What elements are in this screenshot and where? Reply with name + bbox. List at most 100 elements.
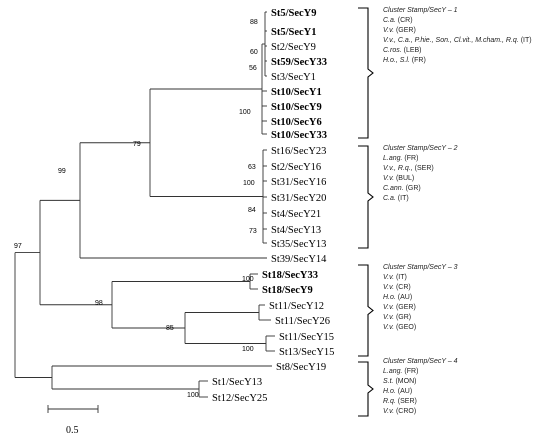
- host-country: (MON): [394, 378, 417, 385]
- host-species: V.v.: [383, 304, 394, 311]
- host-country: (GER): [394, 304, 416, 311]
- cluster-bracket: [358, 145, 374, 249]
- scale-bar-label: 0.5: [66, 425, 79, 436]
- host-country: (AU): [396, 294, 412, 301]
- cluster-host-line: C.a. (CR): [383, 17, 413, 24]
- tip-label: St3/SecY1: [271, 72, 316, 83]
- bootstrap-value: 100: [239, 109, 251, 116]
- cluster-title: Cluster Stamp/SecY – 1: [383, 7, 458, 14]
- host-country: (CRO): [394, 408, 416, 415]
- host-country: (CR): [396, 17, 413, 24]
- bootstrap-value: 60: [250, 49, 258, 56]
- host-country: (FR): [410, 57, 426, 64]
- host-species: V.v.: [383, 175, 394, 182]
- cluster-host-line: C.ros. (LEB): [383, 47, 422, 54]
- cluster-host-line: C.ann. (GR): [383, 185, 421, 192]
- host-species: C.a.: [383, 17, 396, 24]
- tip-label: St4/SecY21: [271, 209, 321, 220]
- host-species: L.ang.: [383, 155, 403, 162]
- host-country: (IT): [396, 195, 409, 202]
- cluster-host-line: V.v. (GR): [383, 314, 411, 321]
- tip-label: St18/SecY33: [262, 270, 318, 281]
- host-species: V.v., C.a., P.hie., Son., Cl.vit., M.cha…: [383, 37, 519, 44]
- cluster-host-line: V.v. (GEO): [383, 324, 416, 331]
- host-country: (AU): [396, 388, 412, 395]
- tip-label: St11/SecY26: [275, 316, 330, 327]
- tip-label: St35/SecY13: [271, 239, 326, 250]
- cluster-host-line: V.v., R.q., (SER): [383, 165, 434, 172]
- scale-bar: 0.5: [47, 405, 99, 436]
- host-species: R.q.: [383, 398, 396, 405]
- tip-label: St10/SecY6: [271, 117, 322, 128]
- host-country: (LEB): [402, 47, 422, 54]
- bootstrap-value: 88: [250, 19, 258, 26]
- tip-label: St8/SecY19: [276, 362, 326, 373]
- tip-label: St12/SecY25: [212, 393, 267, 404]
- tip-label: St39/SecY14: [271, 254, 327, 265]
- bootstrap-value: 100: [243, 180, 255, 187]
- cluster-host-line: L.ang. (FR): [383, 155, 418, 162]
- cluster-brackets: [358, 7, 374, 417]
- host-species: C.a.: [383, 195, 396, 202]
- tip-label: St16/SecY23: [271, 146, 326, 157]
- host-species: H.o.: [383, 294, 396, 301]
- host-country: (GR): [394, 314, 411, 321]
- tip-labels: St5/SecY9 St5/SecY1 St2/SecY9 St59/SecY33 St…: [212, 8, 334, 404]
- cluster-host-line: V.v. (BUL): [383, 175, 414, 182]
- cluster-host-line: V.v., C.a., P.hie., Son., Cl.vit., M.cha…: [383, 37, 532, 44]
- tip-label: St59/SecY33: [271, 57, 327, 68]
- host-country: (IT): [519, 37, 532, 44]
- cluster-host-line: V.v. (CRO): [383, 408, 416, 415]
- host-country: (GR): [404, 185, 421, 192]
- tip-label: St2/SecY9: [271, 42, 316, 53]
- cluster-host-line: H.o., S.l. (FR): [383, 57, 426, 64]
- cluster-host-line: V.v. (GER): [383, 304, 416, 311]
- tip-label: St4/SecY13: [271, 225, 321, 236]
- cluster-host-line: S.t. (MON): [383, 378, 416, 385]
- bootstrap-values: 88 60 56 100 79 63 100 84 73 99 100 85 100 98 97 100: [14, 19, 258, 399]
- cluster-title: Cluster Stamp/SecY – 4: [383, 358, 458, 365]
- host-species: V.v., R.q.,: [383, 165, 413, 172]
- host-species: V.v.: [383, 274, 394, 281]
- host-species: V.v.: [383, 284, 394, 291]
- host-country: (BUL): [394, 175, 414, 182]
- tip-label: St2/SecY16: [271, 162, 321, 173]
- cluster-host-line: V.v. (GER): [383, 27, 416, 34]
- tree-branches: [14, 11, 275, 398]
- tip-label: St10/SecY1: [271, 87, 322, 98]
- host-species: H.o.: [383, 388, 396, 395]
- tip-label: St1/SecY13: [212, 377, 262, 388]
- host-country: (FR): [402, 368, 418, 375]
- cluster-host-line: V.v. (IT): [383, 274, 407, 281]
- cluster-host-line: L.ang. (FR): [383, 368, 418, 375]
- host-species: L.ang.: [383, 368, 403, 375]
- host-country: (FR): [402, 155, 418, 162]
- host-country: (SER): [396, 398, 417, 405]
- cluster-bracket: [358, 361, 374, 417]
- tip-label: St5/SecY9: [271, 8, 317, 19]
- cluster-host-line: H.o. (AU): [383, 388, 412, 395]
- host-country: (CR): [394, 284, 411, 291]
- host-species: V.v.: [383, 27, 394, 34]
- bootstrap-value: 84: [248, 207, 256, 214]
- bootstrap-value: 100: [242, 346, 254, 353]
- host-country: (IT): [394, 274, 407, 281]
- bootstrap-value: 98: [95, 300, 103, 307]
- bootstrap-value: 99: [58, 168, 66, 175]
- cluster-bracket: [358, 264, 374, 357]
- tip-label: St13/SecY15: [279, 347, 334, 358]
- bootstrap-value: 97: [14, 243, 22, 250]
- bootstrap-value: 73: [249, 228, 257, 235]
- cluster-annotations: Cluster Stamp/SecY – 1C.a. (CR)V.v. (GER…: [383, 7, 532, 415]
- tip-label: St10/SecY9: [271, 102, 322, 113]
- cluster-host-line: H.o. (AU): [383, 294, 412, 301]
- cluster-title: Cluster Stamp/SecY – 2: [383, 145, 458, 152]
- cluster-host-line: C.a. (IT): [383, 195, 409, 202]
- host-country: (GER): [394, 27, 416, 34]
- host-species: H.o., S.l.: [383, 57, 410, 64]
- tip-label: St11/SecY15: [279, 332, 334, 343]
- tip-label: St5/SecY1: [271, 27, 317, 38]
- host-species: C.ann.: [383, 185, 404, 192]
- tip-label: St11/SecY12: [269, 301, 324, 312]
